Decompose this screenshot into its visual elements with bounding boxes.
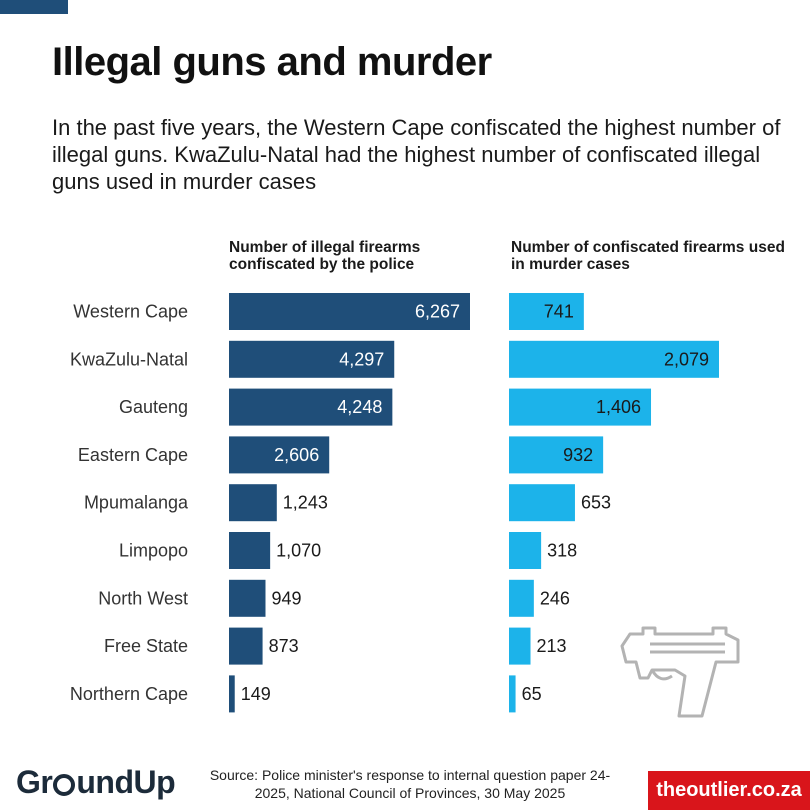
bar-confiscated bbox=[229, 484, 277, 522]
series-header-murder: Number of confiscated firearms used in m… bbox=[511, 239, 785, 273]
value-label: 1,406 bbox=[596, 397, 641, 417]
bar-murder bbox=[509, 532, 542, 569]
bar-murder bbox=[509, 340, 719, 378]
category-label: Northern Cape bbox=[70, 684, 188, 704]
value-label: 4,297 bbox=[339, 349, 384, 369]
value-label: 932 bbox=[563, 445, 593, 465]
series-header-confiscated: Number of illegal firearms confiscated b… bbox=[229, 239, 421, 273]
category-label: Mpumalanga bbox=[84, 493, 189, 513]
value-label: 213 bbox=[537, 636, 567, 656]
bar-confiscated bbox=[229, 293, 470, 330]
groundup-logo-o bbox=[53, 774, 76, 796]
bar-murder bbox=[509, 388, 652, 426]
category-label: Western Cape bbox=[73, 302, 188, 322]
page-title: Illegal guns and murder bbox=[52, 40, 492, 84]
value-label: 1,243 bbox=[283, 493, 328, 513]
value-label: 949 bbox=[271, 588, 301, 608]
category-label: KwaZulu-Natal bbox=[70, 349, 188, 369]
groundup-logo: Gr undUp bbox=[16, 764, 176, 800]
bar-confiscated bbox=[229, 532, 271, 569]
value-label: 246 bbox=[540, 588, 570, 608]
bar-murder bbox=[509, 579, 534, 617]
bar-murder bbox=[509, 627, 531, 665]
category-label: Limpopo bbox=[119, 541, 188, 561]
category-label: Free State bbox=[104, 636, 188, 656]
bar-confiscated bbox=[229, 436, 330, 474]
value-label: 741 bbox=[544, 302, 574, 322]
category-label: Eastern Cape bbox=[78, 445, 188, 465]
value-label: 2,606 bbox=[274, 445, 319, 465]
bar-confiscated bbox=[229, 340, 395, 378]
value-label: 1,070 bbox=[276, 541, 321, 561]
source-note: Source: Police minister's response to in… bbox=[209, 767, 611, 801]
bar-confiscated bbox=[229, 627, 263, 665]
top-accent-bar bbox=[0, 0, 68, 14]
category-label: Gauteng bbox=[119, 397, 188, 417]
outlier-badge: theoutlier.co.za bbox=[648, 771, 810, 810]
value-label: 873 bbox=[269, 636, 299, 656]
value-label: 653 bbox=[581, 493, 611, 513]
bar-confiscated bbox=[229, 579, 266, 617]
bar-confiscated bbox=[229, 388, 393, 426]
bar-murder bbox=[509, 436, 604, 474]
bar-confiscated bbox=[229, 675, 235, 713]
value-label: 6,267 bbox=[415, 302, 460, 322]
value-label: 4,248 bbox=[337, 397, 382, 417]
value-label: 318 bbox=[547, 541, 577, 561]
bar-murder bbox=[509, 484, 575, 522]
value-label: 149 bbox=[241, 684, 271, 704]
value-label: 65 bbox=[522, 684, 542, 704]
page-subtitle: In the past five years, the Western Cape… bbox=[52, 115, 781, 194]
category-label: North West bbox=[98, 588, 188, 608]
bar-murder bbox=[509, 293, 584, 330]
pistol-icon bbox=[620, 626, 740, 718]
bar-murder bbox=[509, 675, 516, 713]
value-label: 2,079 bbox=[664, 349, 709, 369]
